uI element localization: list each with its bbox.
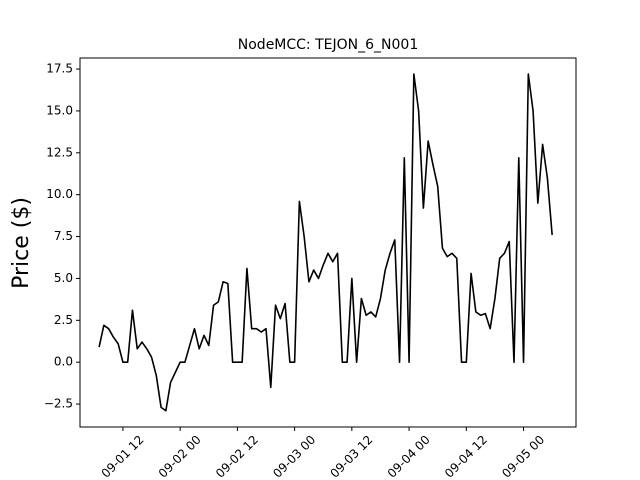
chart-title: NodeMCC: TEJON_6_N001 — [238, 37, 418, 53]
y-tick-label: 5.0 — [54, 271, 73, 285]
x-tick-label: 09-02 00 — [156, 433, 204, 480]
plot-frame — [79, 57, 577, 428]
x-tick-label: 09-03 00 — [270, 433, 318, 480]
price-line — [98, 73, 553, 412]
y-axis-label: Price ($) — [9, 197, 34, 289]
y-tick-label: 7.5 — [54, 229, 73, 243]
x-tick-label: 09-04 12 — [442, 433, 490, 480]
y-tick-label: 2.5 — [54, 313, 73, 327]
x-tick-label: 09-02 12 — [213, 433, 261, 480]
x-tick-label: 09-01 12 — [99, 433, 147, 480]
x-tick-label: 09-04 00 — [385, 433, 433, 480]
y-tick-label: 17.5 — [46, 62, 73, 76]
y-tick-label: −2.5 — [44, 397, 73, 411]
x-tick-label: 09-03 12 — [327, 433, 375, 480]
y-tick-label: 15.0 — [46, 103, 73, 117]
y-tick-label: 12.5 — [46, 145, 73, 159]
y-tick-label: 0.0 — [54, 355, 73, 369]
x-tick-label: 09-05 00 — [499, 433, 547, 480]
y-tick-label: 10.0 — [46, 187, 73, 201]
